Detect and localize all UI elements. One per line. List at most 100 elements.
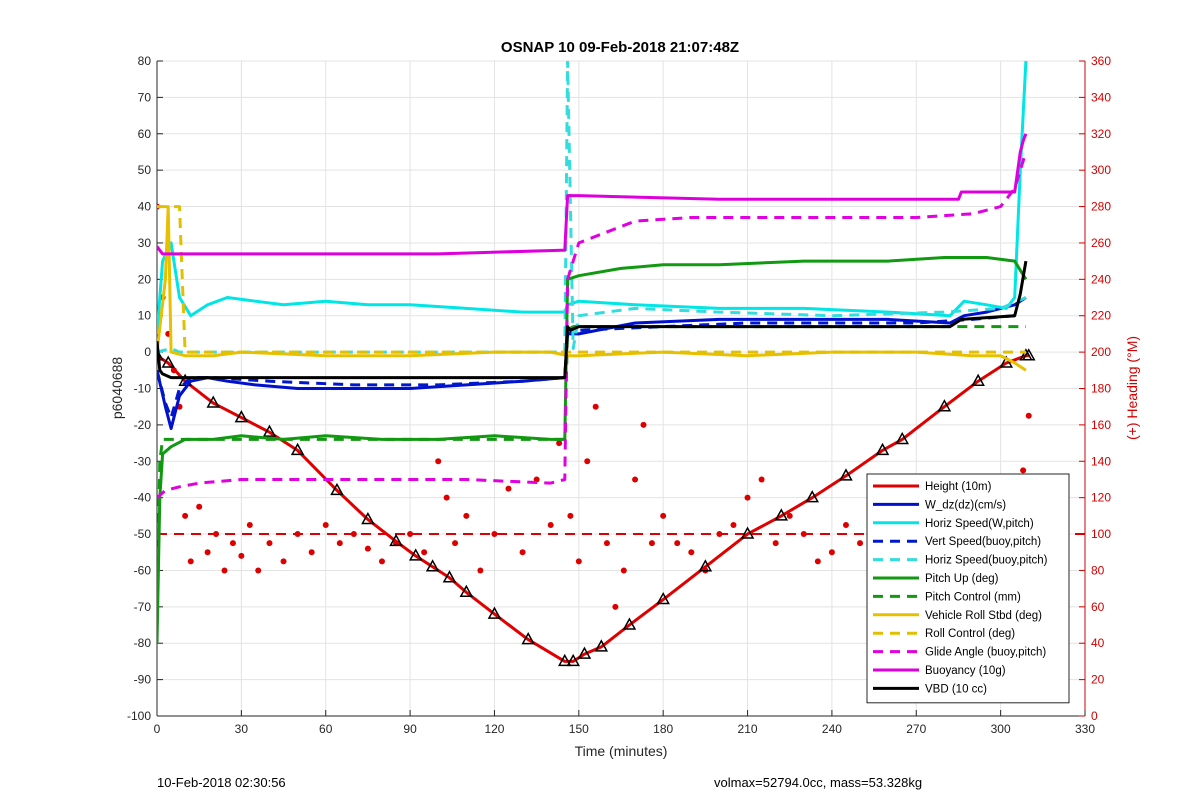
y-tick-label: -60 bbox=[134, 563, 152, 577]
heading-point bbox=[556, 440, 563, 447]
y-tick-label: -80 bbox=[134, 636, 152, 650]
heading-point bbox=[800, 531, 807, 538]
heading-point bbox=[640, 421, 647, 428]
height-marker bbox=[937, 399, 952, 412]
y2-tick-label: 360 bbox=[1091, 54, 1111, 68]
series-line-11 bbox=[157, 260, 1028, 380]
y2-tick-label: 0 bbox=[1091, 709, 1098, 723]
y2-tick-label: 240 bbox=[1091, 272, 1111, 286]
heading-point bbox=[350, 531, 357, 538]
legend: Height (10m) W_dz(dz)(cm/s) Horiz Speed(W,… bbox=[866, 473, 1070, 704]
y-tick-label: -40 bbox=[134, 491, 152, 505]
height-marker bbox=[740, 526, 755, 539]
height-marker bbox=[656, 591, 670, 605]
heading-point bbox=[187, 558, 194, 565]
heading-point bbox=[828, 549, 835, 556]
height-marker bbox=[698, 559, 713, 572]
legend-label: VBD (10 cc) bbox=[925, 683, 987, 695]
y-tick-label: 40 bbox=[138, 200, 152, 214]
legend-label: Horiz Speed(W,pitch) bbox=[925, 518, 1034, 530]
x-tick-label: 330 bbox=[1075, 722, 1095, 736]
heading-point bbox=[1020, 467, 1027, 474]
y2-tick-label: 140 bbox=[1091, 454, 1111, 468]
height-marker bbox=[566, 653, 580, 667]
x-tick-label: 0 bbox=[154, 722, 161, 736]
heading-point bbox=[632, 476, 639, 483]
heading-point bbox=[364, 545, 371, 552]
heading-point bbox=[196, 503, 203, 510]
heading-point bbox=[294, 531, 301, 538]
x-tick-label: 30 bbox=[235, 722, 249, 736]
y-tick-label: 80 bbox=[138, 54, 152, 68]
heading-point bbox=[463, 512, 470, 519]
heading-point bbox=[421, 549, 428, 556]
y-tick-label: -100 bbox=[127, 709, 151, 723]
height-marker bbox=[425, 559, 440, 572]
heading-point bbox=[308, 549, 315, 556]
y2-tick-label: 340 bbox=[1091, 90, 1111, 104]
series-line-3 bbox=[157, 314, 1015, 420]
y2-tick-label: 300 bbox=[1091, 163, 1111, 177]
heading-point bbox=[519, 549, 526, 556]
y2-tick-label: 80 bbox=[1091, 563, 1105, 577]
y2-tick-label: 180 bbox=[1091, 382, 1111, 396]
y-tick-label: 70 bbox=[138, 90, 152, 104]
heading-point bbox=[229, 540, 236, 547]
heading-point bbox=[407, 531, 414, 538]
heading-point bbox=[266, 540, 273, 547]
legend-label: Vehicle Roll Stbd (deg) bbox=[925, 610, 1042, 622]
heading-point bbox=[603, 540, 610, 547]
x-tick-label: 180 bbox=[653, 722, 673, 736]
heading-point bbox=[648, 540, 655, 547]
y2-tick-label: 40 bbox=[1091, 636, 1105, 650]
y-tick-label: 20 bbox=[138, 272, 152, 286]
x-tick-label: 240 bbox=[822, 722, 842, 736]
heading-point bbox=[213, 531, 220, 538]
heading-point bbox=[280, 558, 287, 565]
y-tick-label: 50 bbox=[138, 163, 152, 177]
x-tick-label: 120 bbox=[484, 722, 504, 736]
height-marker bbox=[161, 355, 176, 368]
series-line-4 bbox=[157, 61, 1027, 354]
y2-tick-label: 220 bbox=[1091, 309, 1111, 323]
height-marker bbox=[487, 606, 502, 619]
heading-point bbox=[575, 558, 582, 565]
heading-point bbox=[336, 540, 343, 547]
height-marker bbox=[971, 373, 985, 386]
height-marker bbox=[290, 442, 305, 456]
height-marker bbox=[594, 639, 609, 652]
height-marker bbox=[330, 482, 344, 496]
heading-point bbox=[584, 458, 591, 465]
y-tick-label: 0 bbox=[144, 345, 151, 359]
heading-point bbox=[814, 558, 821, 565]
heading-point bbox=[592, 403, 599, 410]
height-marker bbox=[557, 653, 572, 667]
y2-tick-label: 200 bbox=[1091, 345, 1111, 359]
legend-label: Roll Control (deg) bbox=[925, 628, 1015, 640]
y2-tick-label: 160 bbox=[1091, 418, 1111, 432]
heading-point bbox=[322, 521, 329, 528]
y-tick-label: 60 bbox=[138, 127, 152, 141]
y2-tick-label: 120 bbox=[1091, 491, 1111, 505]
height-marker bbox=[408, 548, 423, 561]
legend-box bbox=[866, 473, 1070, 704]
heading-point bbox=[842, 521, 849, 528]
height-marker bbox=[895, 431, 909, 445]
y2-axis-label: (+) Heading (°M) bbox=[1124, 336, 1140, 440]
heading-point bbox=[688, 549, 695, 556]
heading-point bbox=[204, 549, 211, 556]
height-marker bbox=[262, 424, 277, 437]
legend-label: Vert Speed(buoy,pitch) bbox=[925, 536, 1041, 548]
x-tick-label: 60 bbox=[319, 722, 333, 736]
legend-label: Horiz Speed(buoy,pitch) bbox=[925, 555, 1048, 567]
heading-point bbox=[772, 540, 779, 547]
y2-tick-label: 20 bbox=[1091, 673, 1105, 687]
heading-point bbox=[221, 567, 228, 574]
series-line-8 bbox=[157, 205, 1026, 354]
series-line-10 bbox=[157, 133, 1028, 256]
height-marker bbox=[839, 468, 853, 481]
heading-point bbox=[435, 458, 442, 465]
y-tick-label: -90 bbox=[134, 673, 152, 687]
chart-title: OSNAP 10 09-Feb-2018 21:07:48Z bbox=[501, 39, 739, 56]
